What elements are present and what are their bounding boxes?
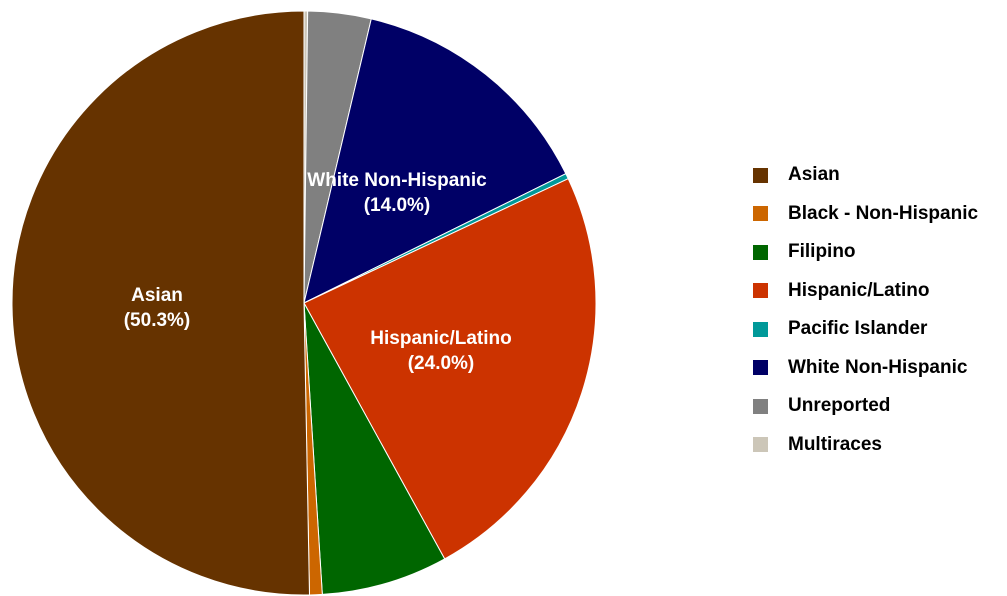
legend-label: Pacific Islander [788,318,928,340]
legend-swatch [753,321,768,337]
legend-item-multiraces: Multiraces [753,426,978,465]
legend-swatch [753,206,768,222]
legend-item-black-non-hispanic: Black - Non-Hispanic [753,195,978,234]
data-label-asian: Asian [131,285,183,306]
legend-label: Filipino [788,241,856,263]
data-label-white-non-hispanic: White Non-Hispanic [307,170,487,191]
legend-swatch [753,360,768,376]
legend-swatch [753,398,768,414]
legend-item-unreported: Unreported [753,387,978,426]
legend-label: Asian [788,164,840,186]
legend-item-asian: Asian [753,156,978,195]
data-label-pct-asian: (50.3%) [124,310,191,331]
data-label-pct-white-non-hispanic: (14.0%) [364,195,431,216]
legend-item-pacific-islander: Pacific Islander [753,310,978,349]
legend: Asian Black - Non-Hispanic Filipino Hispani… [753,156,978,464]
pie-slice-filipino [303,302,446,595]
legend-label: White Non-Hispanic [788,356,968,378]
legend-swatch [753,167,768,183]
pie-slice-asian [11,10,311,596]
data-label-hispanic-latino: Hispanic/Latino [370,328,511,349]
pie-slice-white-non-hispanic [303,18,567,304]
legend-label: Unreported [788,395,891,417]
pie-slice-hispanic-latino [303,178,597,560]
legend-label: Multiraces [788,433,882,455]
legend-swatch [753,437,768,453]
legend-swatch [753,244,768,260]
legend-label: Black - Non-Hispanic [788,202,979,224]
legend-item-white-non-hispanic: White Non-Hispanic [753,349,978,388]
legend-swatch [753,283,768,299]
legend-item-hispanic-latino: Hispanic/Latino [753,272,978,311]
legend-item-filipino: Filipino [753,233,978,272]
data-label-pct-hispanic-latino: (24.0%) [408,353,475,374]
legend-label: Hispanic/Latino [788,279,930,301]
